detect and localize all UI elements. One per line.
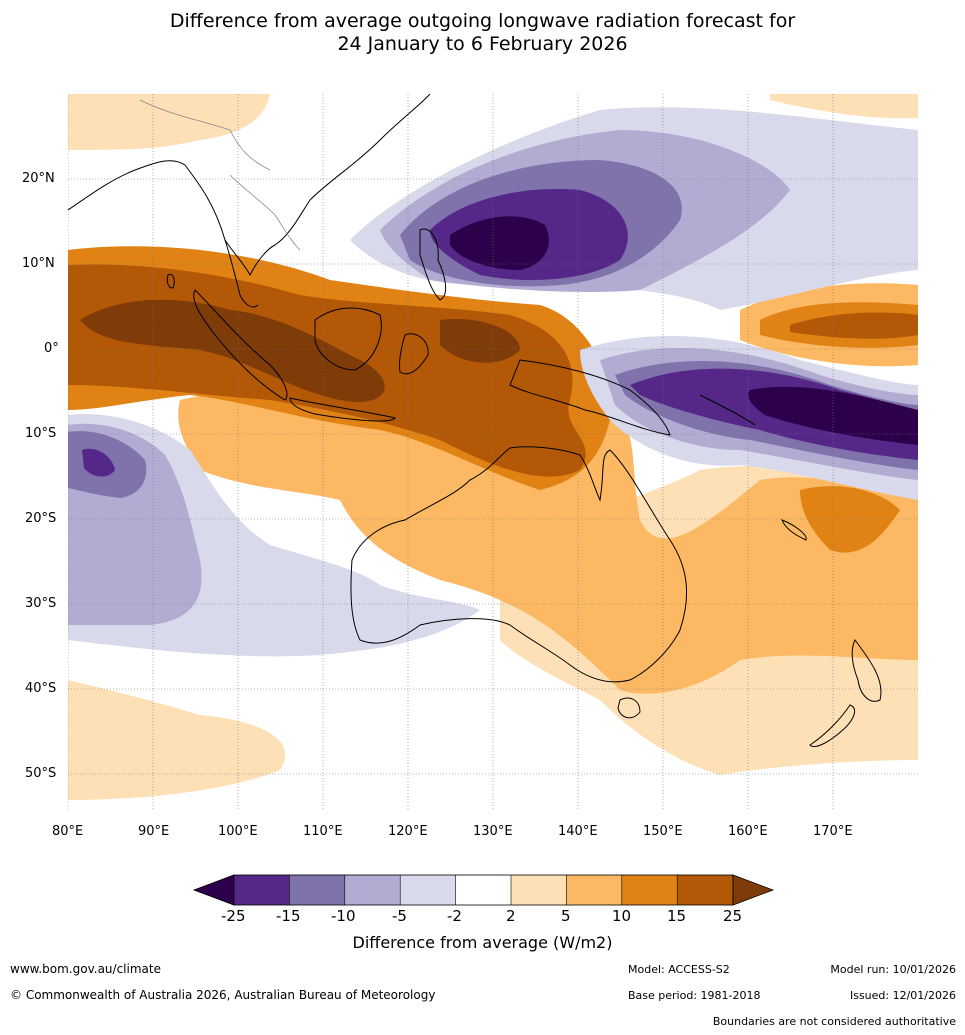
anomaly-region	[800, 486, 900, 553]
lon-tick-label: 170°E	[813, 824, 853, 839]
colorbar-segment	[234, 875, 290, 905]
colorbar-segment	[621, 875, 678, 905]
lon-tick-label: 150°E	[643, 824, 683, 839]
issued-date: Issued: 12/01/2026	[849, 989, 956, 1002]
malay-peninsula-coastline	[224, 239, 259, 308]
lat-tick-label: 0°	[44, 341, 59, 356]
colorbar-tick-label: 15	[667, 907, 687, 925]
asia-coastline	[68, 94, 431, 277]
sulawesi-coastline	[399, 333, 429, 375]
new-caledonia-coastline	[781, 519, 807, 541]
anomaly-region	[440, 319, 520, 363]
copyright-text: © Commonwealth of Australia 2026, Austra…	[10, 988, 436, 1002]
anomaly-region	[178, 391, 918, 694]
lon-tick-label: 100°E	[218, 824, 258, 839]
model-run-date: Model run: 10/01/2026	[830, 963, 956, 976]
lon-tick-label: 160°E	[728, 824, 768, 839]
model-name: Model: ACCESS-S2	[628, 963, 730, 976]
colorbar-tick-label: 10	[612, 907, 632, 925]
colorbar-extend-low	[192, 874, 235, 906]
new-guinea-coastline	[509, 359, 671, 436]
anomaly-region	[790, 312, 918, 339]
title-line-1: Difference from average outgoing longwav…	[169, 10, 796, 32]
colorbar-tick-label: -10	[331, 907, 356, 925]
lon-tick-label: 140°E	[558, 824, 598, 839]
colorbar	[192, 874, 775, 906]
colorbar-tick-label: -15	[276, 907, 301, 925]
sri-lanka-coastline	[166, 273, 175, 289]
anomaly-region	[82, 448, 115, 477]
lon-tick-label: 130°E	[473, 824, 513, 839]
colorbar-tick-label: -5	[392, 907, 407, 925]
java-coastline	[289, 397, 396, 422]
colorbar-segment	[511, 875, 567, 905]
lon-tick-label: 110°E	[303, 824, 343, 839]
lat-tick-label: 50°S	[25, 766, 57, 781]
colorbar-segment	[455, 875, 511, 905]
new-zealand-coastline	[809, 639, 882, 747]
sumatra-coastline	[193, 289, 288, 401]
lat-tick-label: 20°N	[22, 171, 55, 186]
colorbar-tick-label: -2	[447, 907, 462, 925]
colorbar-tick-label: -25	[221, 907, 246, 925]
anomaly-region	[80, 299, 385, 402]
colorbar-segment	[400, 875, 456, 905]
map-title: Difference from average outgoing longwav…	[0, 10, 965, 56]
lat-tick-label: 10°N	[22, 256, 55, 271]
colorbar-tick-label: 5	[561, 907, 571, 925]
colorbar-segment	[344, 875, 401, 905]
lon-tick-label: 90°E	[138, 824, 170, 839]
anomaly-region	[450, 216, 549, 270]
country-borders	[139, 99, 301, 251]
title-line-2: 24 January to 6 February 2026	[337, 33, 628, 55]
colorbar-title: Difference from average (W/m2)	[352, 933, 613, 952]
lat-tick-label: 20°S	[25, 511, 57, 526]
anomaly-region	[68, 680, 286, 800]
boundary-disclaimer: Boundaries are not considered authoritat…	[712, 1015, 956, 1028]
colorbar-tick-label: 2	[506, 907, 516, 925]
lat-tick-label: 30°S	[25, 596, 57, 611]
lon-tick-label: 80°E	[52, 824, 84, 839]
lon-tick-label: 120°E	[388, 824, 428, 839]
anomaly-region	[68, 94, 270, 150]
borneo-coastline	[314, 307, 382, 371]
colorbar-segment	[677, 875, 733, 905]
solomon-islands-coastline	[699, 394, 756, 426]
australia-coastline	[350, 446, 688, 683]
colorbar-segment	[566, 875, 622, 905]
map-plot-area	[68, 94, 918, 811]
coastlines	[68, 94, 882, 747]
lat-tick-label: 10°S	[25, 426, 57, 441]
website-link[interactable]: www.bom.gov.au/climate	[10, 962, 161, 976]
colorbar-extend-high	[732, 874, 775, 906]
colorbar-tick-label: 25	[723, 907, 743, 925]
base-period: Base period: 1981-2018	[628, 989, 761, 1002]
tasmania-coastline	[617, 697, 641, 719]
colorbar-segment	[289, 875, 345, 905]
lat-tick-label: 40°S	[25, 681, 57, 696]
philippines-coastline	[419, 228, 447, 301]
graticule	[68, 94, 918, 811]
anomaly-region	[770, 94, 918, 119]
